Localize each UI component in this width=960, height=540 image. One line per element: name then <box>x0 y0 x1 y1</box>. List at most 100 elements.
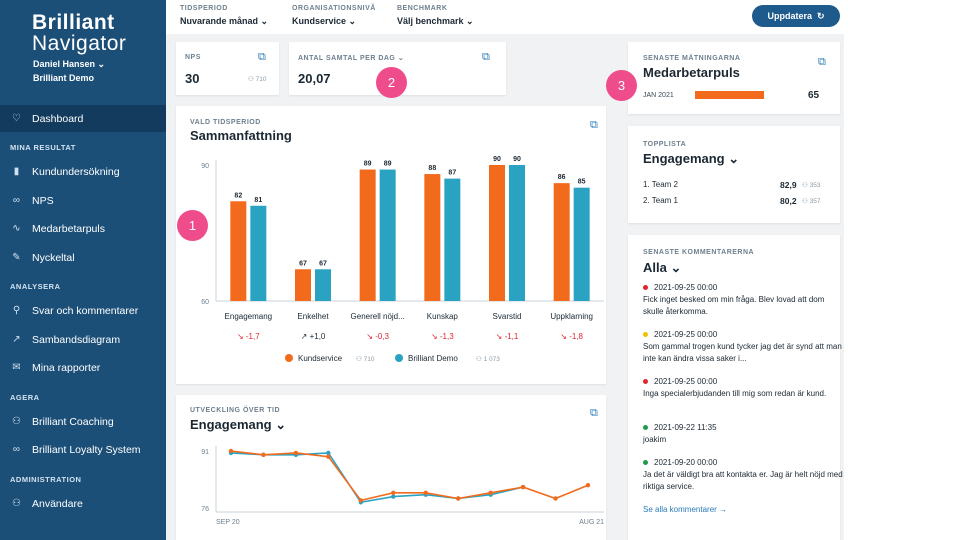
benchmark-filter[interactable]: BENCHMARK Välj benchmark ⌄ <box>397 5 474 27</box>
chevron-down-icon: ⌄ <box>97 59 106 69</box>
see-all-comments-link[interactable]: Se alla kommentarer → <box>643 505 728 514</box>
bar-benchmark <box>573 187 590 301</box>
toplist-row-name: 1. Team 2 <box>643 180 678 189</box>
diff-label: ↘ -1,8 <box>560 332 583 341</box>
external-link-icon[interactable]: ⧉ <box>258 51 266 63</box>
summary-label: VALD TIDSPERIOD <box>190 119 261 126</box>
latest-bar <box>695 91 764 99</box>
sidebar-item-reports[interactable]: ✉ Mina rapporter <box>0 354 166 381</box>
status-dot <box>643 460 648 466</box>
update-button[interactable]: Uppdatera ↻ <box>752 5 840 27</box>
comment-item: 2021-09-25 00:00 Som gammal trogen kund t… <box>643 330 842 363</box>
status-dot <box>643 332 648 338</box>
toplist-title[interactable]: Engagemang ⌄ <box>643 151 740 166</box>
sidebar-item-label: Användare <box>32 497 83 510</box>
bar-kundservice <box>295 269 311 301</box>
period-filter[interactable]: TIDSPERIOD Nuvarande månad ⌄ <box>180 5 268 27</box>
bench-value: Välj benchmark <box>397 16 464 26</box>
comments-label: SENASTE KOMMENTARERNA <box>643 249 755 256</box>
y-tick-label: 91 <box>201 449 209 456</box>
chevron-down-icon: ⌄ <box>466 16 474 26</box>
period-label: TIDSPERIOD <box>180 5 228 12</box>
x-tick-label: SEP 20 <box>216 519 240 526</box>
comment-item: 2021-09-25 00:00 Fick inget besked om min… <box>643 283 825 316</box>
x-tick-label: Uppklarning <box>550 312 593 321</box>
user-menu[interactable]: Daniel Hansen ⌄ <box>33 59 105 70</box>
bar-benchmark <box>379 169 396 301</box>
people-icon: ⚇ <box>12 498 21 509</box>
mail-icon: ✉ <box>12 362 21 373</box>
sidebar-item-users[interactable]: ⚇ Användare <box>0 490 166 517</box>
legend-swatch <box>395 354 403 362</box>
sidebar-item-label: Dashboard <box>32 112 84 125</box>
comments-card: SENASTE KOMMENTARERNA Alla ⌄ 2021-09-25 … <box>628 235 843 540</box>
trend-card: UTVECKLING ÖVER TID Engagemang ⌄ ⧉ 91 76 S… <box>176 395 606 540</box>
refresh-icon: ↻ <box>816 10 825 21</box>
external-link-icon[interactable]: ⧉ <box>590 119 598 131</box>
sidebar-item-answers[interactable]: ⚲ Svar och kommentarer <box>0 297 166 324</box>
pulse-icon: ∿ <box>12 223 21 234</box>
bar-value-label: 90 <box>513 156 521 163</box>
callout-2: 2 <box>376 67 407 98</box>
sidebar-item-label: Sambandsdiagram <box>32 333 121 346</box>
sidebar-item-coaching[interactable]: ⚇ Brilliant Coaching <box>0 408 166 435</box>
trend-title[interactable]: Engagemang ⌄ <box>190 417 287 432</box>
summary-bar-chart: 90 60 82 81 Engagemang ↘ -1,7 67 67 Enkelhet ↗ +1… <box>201 156 604 363</box>
org-name: Brilliant Demo <box>33 73 95 83</box>
org-filter[interactable]: ORGANISATIONSNIVÅ Kundservice ⌄ <box>292 5 376 27</box>
pencil-icon: ✎ <box>12 252 21 263</box>
filter-bar: TIDSPERIOD Nuvarande månad ⌄ ORGANISATION… <box>166 0 844 34</box>
comments-filter[interactable]: Alla ⌄ <box>643 260 682 275</box>
series-line-kundservice <box>230 450 589 502</box>
calls-value: 20,07 <box>298 71 331 86</box>
status-dot <box>643 379 648 385</box>
summary-card: VALD TIDSPERIOD Sammanfattning ⧉ 90 60 82 8… <box>176 106 606 384</box>
sidebar-item-pulse[interactable]: ∿ Medarbetarpuls <box>0 215 166 242</box>
y-tick-label: 60 <box>201 299 209 306</box>
data-point <box>293 450 299 456</box>
data-point <box>520 484 526 490</box>
legend-count: ⚇ 1 073 <box>476 355 500 363</box>
external-link-icon[interactable]: ⧉ <box>482 51 490 63</box>
section-results: MINA RESULTAT <box>10 143 76 152</box>
data-point <box>553 496 558 501</box>
chevron-down-icon: ⌄ <box>260 16 269 26</box>
chevron-down-icon: ⌄ <box>728 151 740 166</box>
link-icon: ∞ <box>12 444 21 455</box>
bar-icon: ▮ <box>13 166 20 177</box>
diff-label: ↘ -1,1 <box>496 332 519 341</box>
sidebar-item-kpi[interactable]: ✎ Nyckeltal <box>0 244 166 271</box>
sidebar-item-dashboard[interactable]: ♡ Dashboard <box>0 105 166 132</box>
sidebar-item-nps[interactable]: ∞ NPS <box>0 187 166 214</box>
data-point <box>455 496 461 501</box>
summary-title: Sammanfattning <box>190 128 292 143</box>
calls-label[interactable]: ANTAL SAMTAL PER DAG ⌄ <box>298 55 405 62</box>
sidebar-item-label: Mina rapporter <box>32 361 101 374</box>
legend-count: ⚇ 710 <box>356 355 375 363</box>
sidebar-item-label: Kundundersökning <box>32 165 120 178</box>
legend-swatch <box>285 354 293 362</box>
toplist-label: TOPPLISTA <box>643 141 687 148</box>
external-link-icon[interactable]: ⧉ <box>590 407 598 419</box>
sidebar-item-loyalty[interactable]: ∞ Brilliant Loyalty System <box>0 436 166 463</box>
bar-kundservice <box>359 169 376 301</box>
link-icon: ∞ <box>12 195 21 206</box>
latest-label: SENASTE MÄTNINGARNA <box>643 55 741 62</box>
x-tick-label: Engagemang <box>225 312 273 321</box>
sidebar-item-customer[interactable]: ▮ Kundundersökning <box>0 158 166 185</box>
x-tick-label: Svarstid <box>493 312 522 321</box>
nps-label: NPS <box>185 54 201 61</box>
external-link-icon[interactable]: ⧉ <box>818 56 826 68</box>
sidebar-item-label: Svar och kommentarer <box>32 304 139 317</box>
x-tick-label: AUG 21 <box>579 519 604 526</box>
bar-kundservice <box>553 183 570 301</box>
sidebar-item-correlation[interactable]: ↗ Sambandsdiagram <box>0 326 166 353</box>
sidebar-item-label: NPS <box>32 194 54 207</box>
diff-label: ↘ -1,3 <box>431 332 454 341</box>
bar-value-label: 87 <box>448 170 456 177</box>
bar-value-label: 67 <box>299 260 307 267</box>
trend-line-chart: 91 76 SEP 20 AUG 21 <box>201 446 604 526</box>
bench-label: BENCHMARK <box>397 5 448 12</box>
bar-value-label: 82 <box>234 192 242 199</box>
sidebar-item-label: Nyckeltal <box>32 251 75 264</box>
